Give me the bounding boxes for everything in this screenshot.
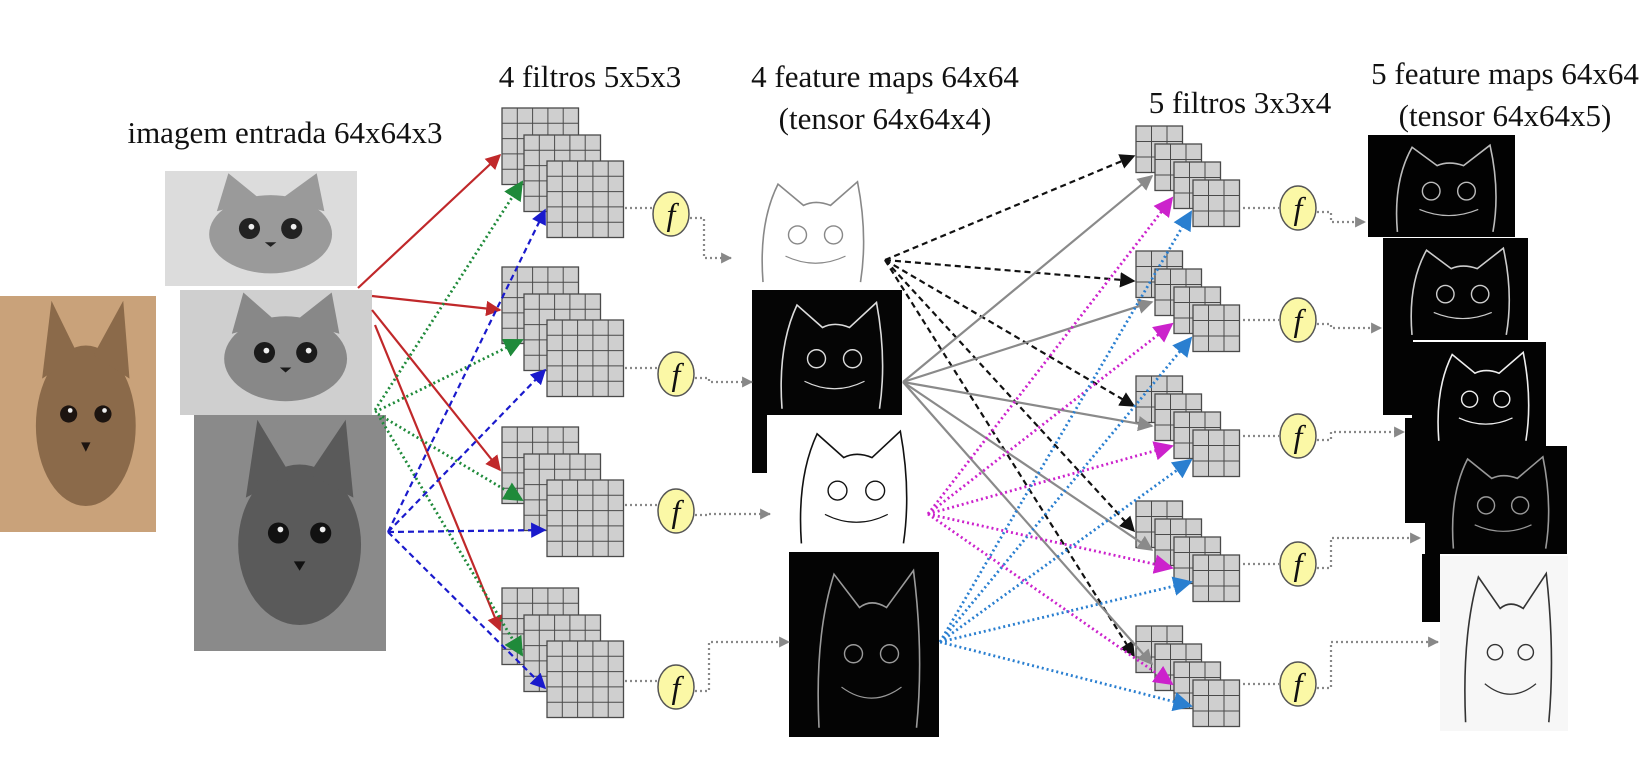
arrow-green-3 [377,412,524,502]
input-channel-3-image [194,415,386,651]
arrow-blue-2 [387,368,547,533]
feature-map-2-1 [1368,135,1515,237]
feature-map-2-4-tail [1422,554,1440,622]
arrow-black-2 [884,258,1136,288]
arrow-lightblue-4 [939,576,1193,644]
activation1-to-map-3 [695,508,772,520]
arrow-gray-2 [902,298,1154,384]
feature-map-2-5 [1440,556,1568,731]
feature-maps-layer2-label: 5 feature maps 64x64 [1371,56,1639,91]
input-channel-2-image [180,290,372,415]
arrow-green-2 [374,338,524,414]
activation-node-1-3: f [657,488,695,534]
feature-map-2-3 [1412,342,1546,446]
filter2-1-channel-4 [1192,179,1241,228]
activation1-to-map-1 [690,216,733,264]
arrow-magenta-4 [927,512,1174,574]
arrow-gray-5 [902,381,1154,666]
arrow-black-1 [884,154,1136,262]
activation-node-2-1: f [1279,185,1317,231]
connection-arrows-layer [357,153,1193,712]
arrow-magenta-3 [927,441,1174,516]
feature-map-1-3 [770,418,927,550]
filter1-3-channel-3 [546,479,625,558]
filter1-1-channel-3 [546,160,625,239]
arrow-black-5 [884,259,1135,658]
arrow-magenta-2 [927,322,1174,516]
arrow-red-2 [371,294,502,317]
arrow-red-3 [371,309,501,472]
arrow-lightblue-2 [938,336,1193,643]
arrow-gray-4 [902,381,1154,551]
filter1-2-channel-3 [546,319,625,398]
activation1-to-map-4 [695,636,791,693]
arrow-black-4 [884,259,1136,533]
arrow-black-3 [884,259,1136,407]
activation-node-1-2: f [657,351,695,397]
activation2-to-map-3 [1317,426,1406,442]
activation2-to-map-4 [1317,532,1422,570]
feature-map-1-1 [733,170,883,288]
arrow-green-4 [378,417,524,657]
activation-node-2-2: f [1279,297,1317,343]
feature-map-2-2 [1383,238,1528,340]
filters-layer1-label: 4 filtros 5x5x3 [498,59,682,94]
feature-maps-layer1-label: 4 feature maps 64x64 [751,59,1019,94]
arrow-green-1 [373,180,524,411]
arrow-gray-1 [902,175,1154,383]
feature-maps-layer1-tensor-label: (tensor 64x64x4) [778,101,992,136]
arrow-lightblue-3 [939,458,1193,644]
activation1-to-map-2 [695,376,754,388]
input-channel-1-image [165,171,357,286]
activation-connectors-layer [625,206,1440,693]
activation-nodes-layer: f f f f f f f f f [652,185,1317,710]
arrow-magenta-1 [926,196,1174,515]
feature-map-1-2 [752,290,902,415]
feature-map-2-2-tail [1383,340,1413,415]
arrow-red-1 [357,153,502,289]
activation-node-2-5: f [1279,661,1317,707]
filter2-3-channel-4 [1192,429,1241,478]
feature-map-1-4 [789,552,939,737]
feature-map-2-4 [1425,446,1567,554]
activation-node-1-1: f [652,191,690,237]
filter-grids-layer [501,107,1241,728]
filter2-2-channel-4 [1192,304,1241,353]
filter2-5-channel-4 [1192,679,1241,728]
activation-node-2-4: f [1279,541,1317,587]
activation2-to-map-5 [1317,636,1440,690]
feature-map-2-3-tail [1405,418,1425,523]
arrow-blue-3 [387,522,547,538]
arrow-lightblue-5 [939,640,1193,712]
filters-layer2-label: 5 filtros 3x3x4 [1148,85,1332,120]
color-cat-image [0,296,156,532]
feature-map-1-2-tail [752,415,767,473]
input-image-label: imagem entrada 64x64x3 [127,115,443,150]
images-layer [0,135,1568,737]
arrow-gray-3 [902,380,1154,432]
filter2-4-channel-4 [1192,554,1241,603]
feature-maps-layer2-tensor-label: (tensor 64x64x5) [1398,98,1612,133]
activation-node-2-3: f [1279,413,1317,459]
activation2-to-map-1 [1317,210,1367,228]
arrow-blue-4 [387,531,547,690]
activation2-to-map-2 [1317,322,1383,334]
activation-node-1-4: f [657,664,695,710]
filter1-4-channel-3 [546,640,625,719]
arrow-red-4 [373,324,502,632]
